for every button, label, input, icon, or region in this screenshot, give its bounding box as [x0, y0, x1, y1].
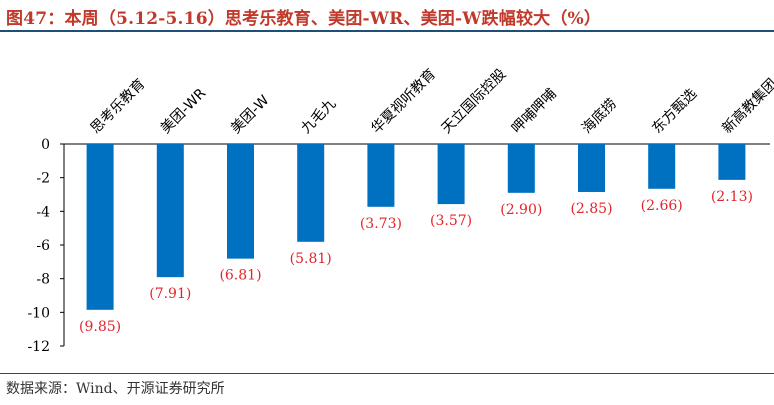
chart-title: 图47：本周（5.12-5.16）思考乐教育、美团-WR、美团-W跌幅较大（%）: [6, 9, 602, 29]
bar: [648, 144, 676, 189]
category-label: 新高教集团: [719, 75, 774, 137]
bar: [86, 144, 114, 310]
category-label: 美团-WR: [158, 85, 210, 137]
category-label: 东方甄选: [649, 86, 700, 137]
category-label: 九毛九: [298, 96, 339, 137]
data-label: (2.13): [711, 189, 753, 205]
bar-chart: 0 -2 -4 -6 -8 -10 -12 思考乐教育 (9.85) 美团-WR (7.91) 美团-…: [27, 66, 774, 355]
data-label: (7.91): [149, 286, 191, 302]
title-divider: [0, 30, 774, 32]
y-tick-label: -4: [36, 204, 50, 220]
data-label: (9.85): [79, 319, 121, 335]
bar: [297, 144, 325, 242]
category-label: 呷哺呷哺: [509, 86, 560, 137]
data-label: (3.57): [430, 213, 472, 229]
category-label: 美团-W: [228, 92, 273, 137]
y-tick-label: -6: [36, 238, 50, 254]
category-label: 海底捞: [579, 96, 620, 137]
data-label: (2.85): [570, 201, 612, 217]
category-label: 思考乐教育: [88, 76, 149, 137]
bar: [578, 144, 605, 192]
bar: [437, 144, 465, 205]
category-label: 华夏视听教育: [368, 66, 439, 137]
data-label: (3.73): [360, 216, 402, 232]
source-note: 数据来源：Wind、开源证券研究所: [6, 381, 225, 397]
bar: [367, 144, 395, 207]
y-tick-label: -12: [27, 339, 50, 355]
bar: [507, 144, 535, 193]
bar: [718, 144, 746, 180]
y-tick-label: -10: [27, 305, 50, 321]
category-label: 天立国际控股: [439, 66, 510, 137]
y-tick-label: 0: [41, 137, 50, 153]
y-tick-label: -2: [36, 171, 50, 187]
data-label: (5.81): [290, 251, 332, 267]
y-tick-label: -8: [36, 272, 50, 288]
bar: [156, 144, 184, 278]
data-label: (2.66): [641, 198, 683, 214]
data-label: (2.90): [500, 202, 542, 218]
source-divider: [0, 373, 774, 374]
data-label: (6.81): [219, 268, 261, 284]
bar: [227, 144, 254, 259]
